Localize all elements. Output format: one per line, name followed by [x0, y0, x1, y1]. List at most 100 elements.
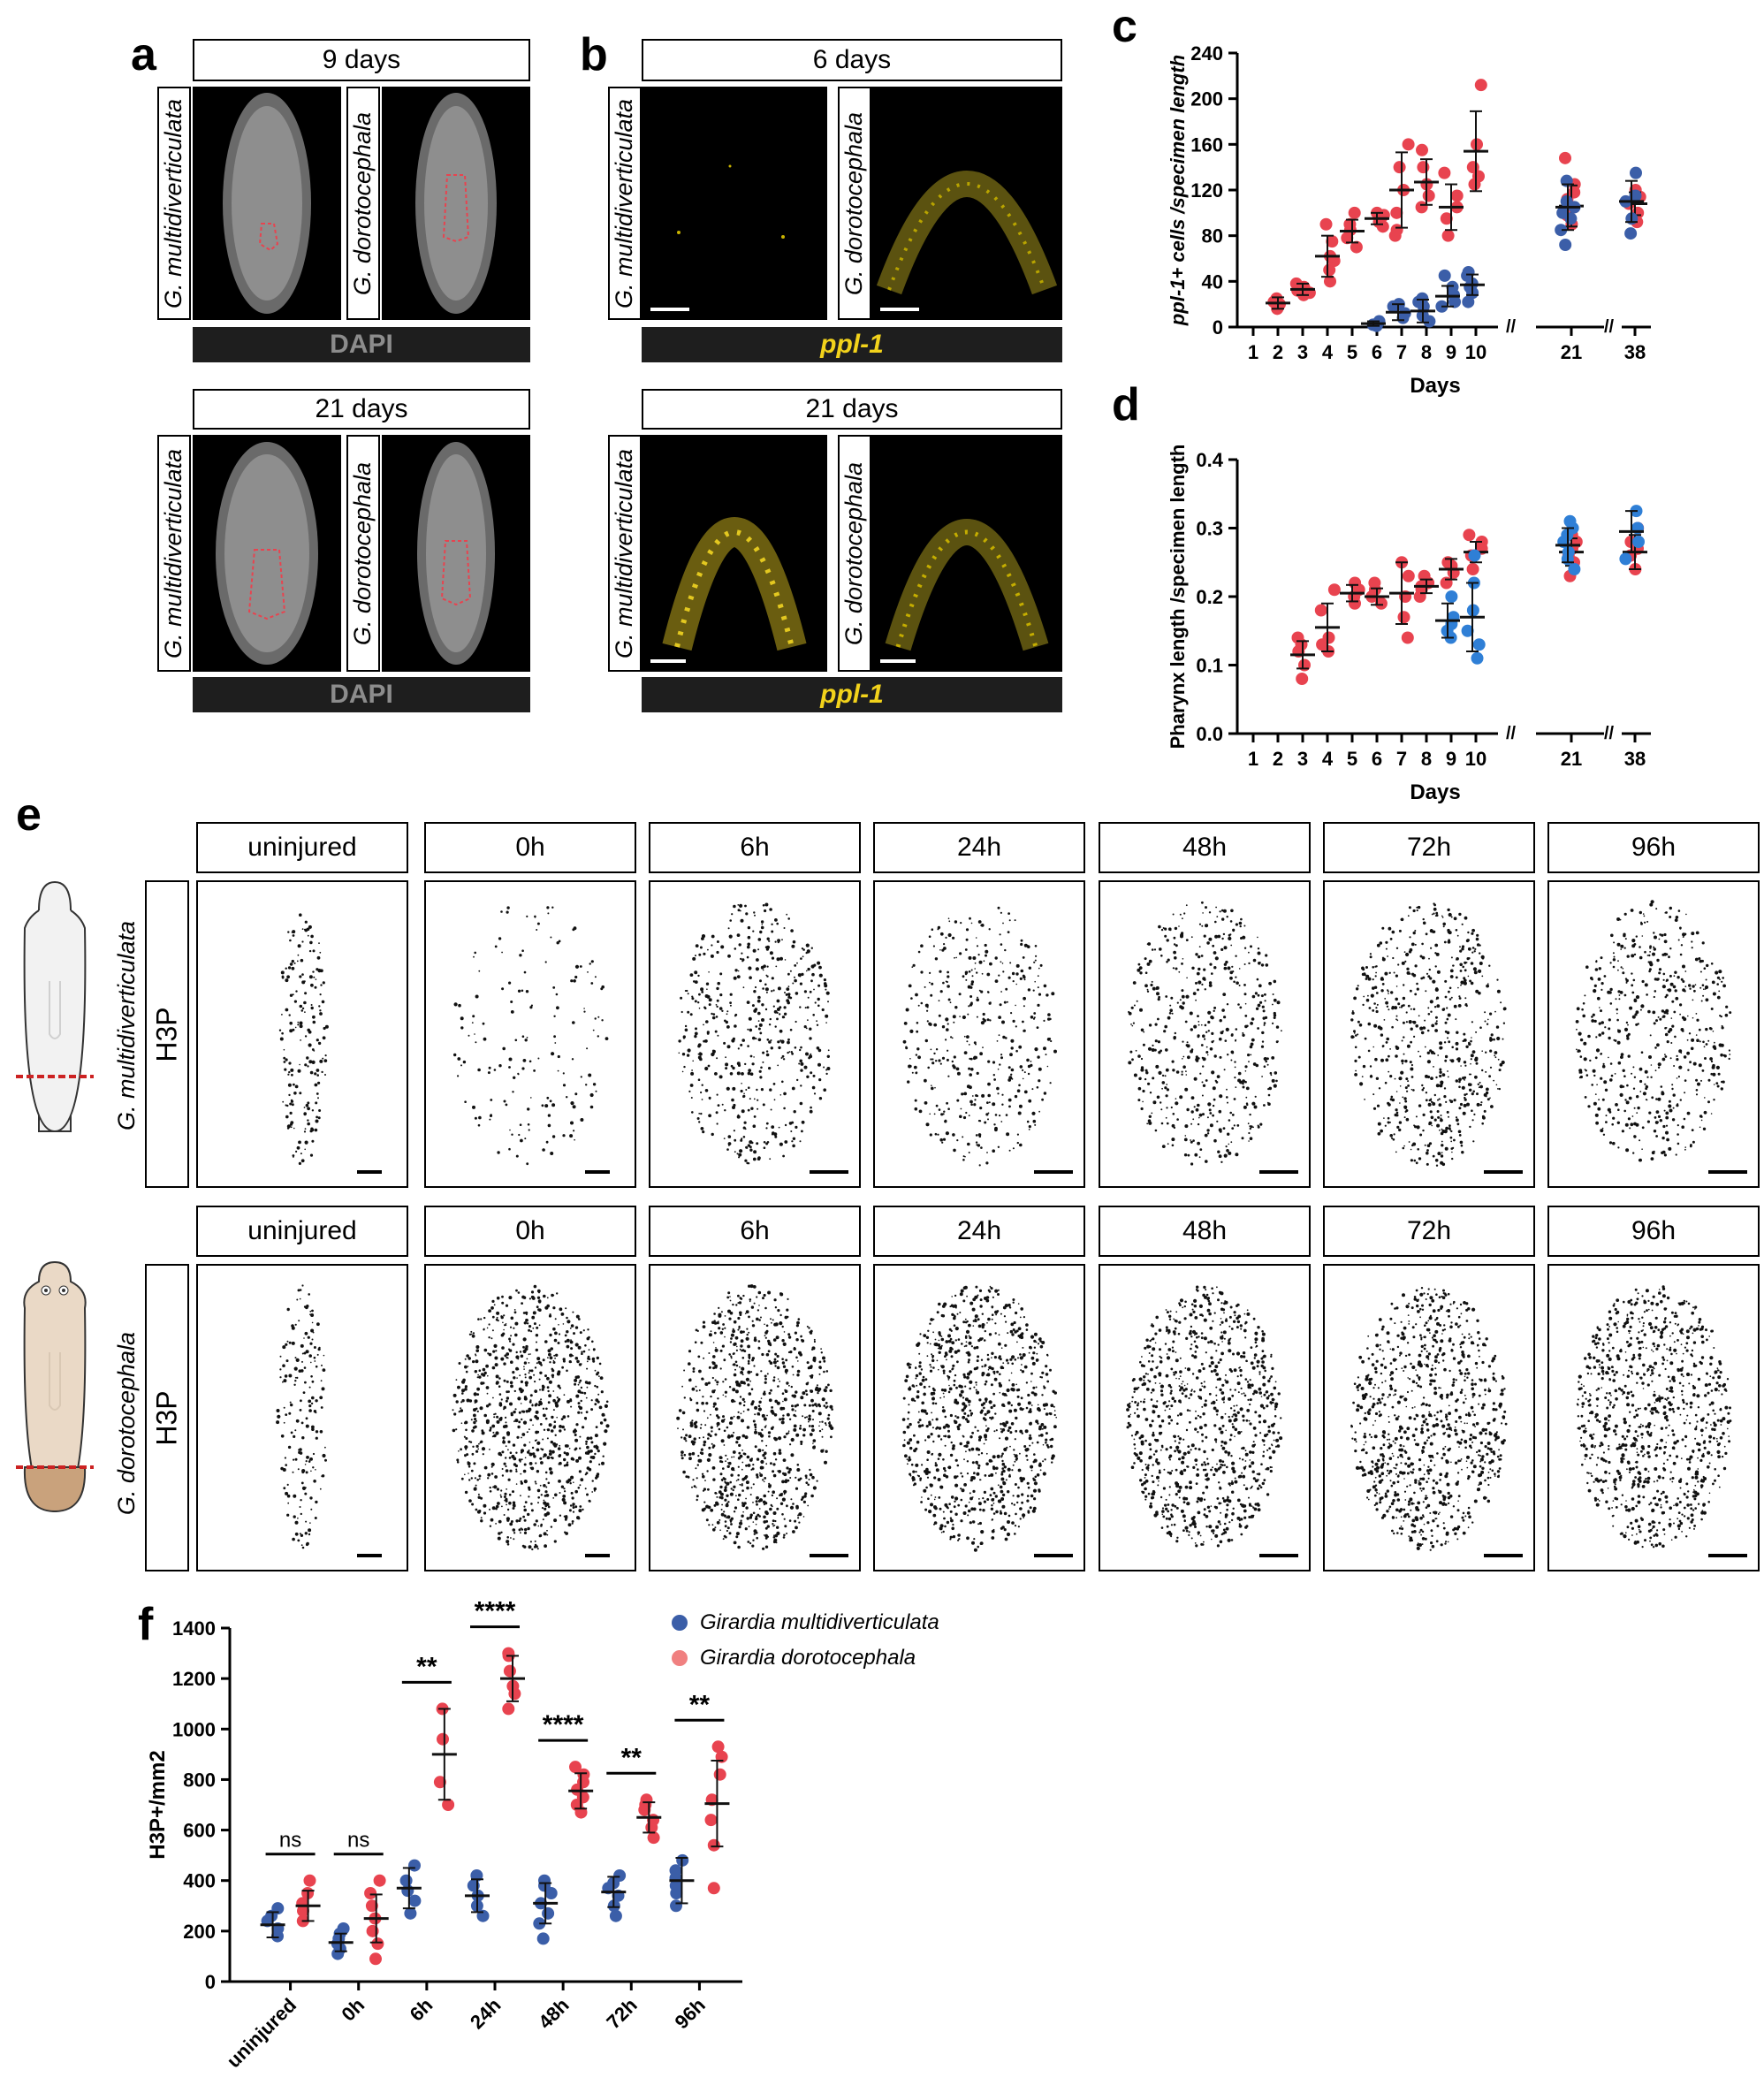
- y-tick-label: 1000: [172, 1718, 216, 1740]
- panel-e-row2-stain: H3P: [145, 1264, 189, 1571]
- x-tick-label: 24h: [466, 1994, 505, 2033]
- y-tick-label: 40: [1202, 270, 1223, 293]
- panel-e-timepoint-label: uninjured: [196, 822, 408, 873]
- y-tick-label: 0.1: [1196, 655, 1223, 677]
- legend-f: Girardia multidiverticulata Girardia dor…: [672, 1605, 939, 1676]
- data-point: [1401, 631, 1414, 644]
- x-tick-label: 1: [1248, 341, 1258, 363]
- data-point: [1390, 206, 1403, 219]
- data-point: [1556, 206, 1570, 219]
- data-point: [1422, 189, 1435, 202]
- y-tick-label: 0.0: [1196, 723, 1223, 745]
- significance-label: ns: [347, 1829, 369, 1853]
- panel-e-timepoint-label: 48h: [1099, 1206, 1311, 1257]
- scale-bar: [1708, 1170, 1747, 1174]
- panel-b-bottom-image-1: [642, 435, 827, 672]
- data-point: [569, 1761, 582, 1774]
- panel-e-h3p-image: [424, 880, 636, 1188]
- panel-a-bottom-time: 21 days: [193, 389, 530, 430]
- data-point: [1468, 549, 1481, 562]
- data-point: [1630, 166, 1642, 179]
- significance-label: **: [621, 1743, 642, 1772]
- panel-a-bottom-species-2: G. dorotocephala: [346, 435, 380, 672]
- y-tick-label: 120: [1190, 179, 1223, 202]
- y-tick-label: 1200: [172, 1668, 216, 1690]
- data-point: [1374, 597, 1388, 610]
- y-tick-label: 400: [183, 1870, 216, 1892]
- panel-e-timepoint-label: 24h: [873, 822, 1085, 873]
- x-tick-label: 3: [1297, 341, 1308, 363]
- legend-item-doro: Girardia dorotocephala: [672, 1640, 939, 1676]
- data-point: [371, 1937, 384, 1951]
- panel-b-bottom-species-2: G. dorotocephala: [838, 435, 871, 672]
- scale-bar: [810, 1170, 848, 1174]
- data-point: [364, 1887, 377, 1899]
- scale-bar: [810, 1554, 848, 1557]
- data-point: [1559, 239, 1572, 251]
- scale-bar: [1259, 1170, 1298, 1174]
- data-point: [1298, 658, 1311, 672]
- x-tick-label: 10: [1465, 748, 1486, 770]
- data-point: [1348, 206, 1361, 219]
- x-tick-label: 5: [1347, 341, 1357, 363]
- panel-e-timepoint-label: 0h: [424, 1206, 636, 1257]
- panel-e-h3p-image: [649, 880, 861, 1188]
- panel-e-h3p-image: [424, 1264, 636, 1571]
- data-point: [369, 1952, 382, 1966]
- panel-e-h3p-image: [1547, 880, 1760, 1188]
- legend-label-multi: Girardia multidiverticulata: [700, 1610, 939, 1634]
- panel-e-species-2-label: G. dorotocephala: [113, 1331, 141, 1515]
- panel-e-h3p-image: [1099, 1264, 1311, 1571]
- chart-d: 0.0 0.1 0.2 0.3 0.4 // // 1 2 3 4 5 6 7 8 9 10 21 38 Days Ph…: [1167, 445, 1651, 804]
- significance-label: **: [689, 1690, 711, 1719]
- data-point: [365, 1899, 378, 1913]
- x-axis-label: Days: [1410, 780, 1460, 804]
- panel-a-top-species-1: G. multidiverticulata: [157, 87, 191, 320]
- x-tick-label: 21: [1561, 341, 1582, 363]
- panel-e-h3p-image: [1323, 880, 1535, 1188]
- y-axis-label: H3P+/mm2: [146, 1750, 170, 1859]
- data-point: [536, 1932, 550, 1945]
- legend-item-multi: Girardia multidiverticulata: [672, 1605, 939, 1640]
- x-tick-label: 6h: [406, 1994, 437, 2026]
- chart-f: 0 200 400 600 800 1000 1200 1400 H3P+/mm2 uninjur…: [146, 1597, 742, 2072]
- x-tick-label: 7: [1396, 341, 1407, 363]
- data-point: [1322, 631, 1335, 644]
- x-tick-label: 38: [1624, 341, 1646, 363]
- data-point: [1402, 138, 1415, 151]
- panel-letter-c: c: [1112, 1, 1137, 52]
- worm-schematic-multidiverticulata: [16, 880, 94, 1133]
- scale-bar: [1034, 1170, 1073, 1174]
- data-point: [502, 1702, 515, 1716]
- data-point: [1438, 166, 1451, 179]
- panel-b-bottom-image-2: [871, 435, 1062, 672]
- data-point: [1466, 161, 1479, 174]
- data-point: [1368, 576, 1381, 590]
- data-point: [1324, 275, 1336, 288]
- data-point: [1418, 569, 1431, 582]
- y-tick-label: 800: [183, 1769, 216, 1791]
- x-tick-label: 9: [1446, 341, 1456, 363]
- x-tick-label: 4: [1322, 748, 1334, 770]
- panel-a-bottom-species-1: G. multidiverticulata: [157, 435, 191, 672]
- data-point: [713, 1768, 726, 1781]
- panel-a-bottom-stain: DAPI: [193, 677, 530, 712]
- panel-b-top-species-1: G. multidiverticulata: [608, 87, 642, 320]
- data-point: [1417, 161, 1430, 174]
- data-point: [373, 1874, 386, 1887]
- data-point: [1463, 529, 1476, 542]
- panel-e-timepoint-label: 96h: [1547, 1206, 1760, 1257]
- panel-e-h3p-image: [196, 880, 408, 1188]
- panel-b-bottom-stain: ppl-1: [642, 677, 1062, 712]
- x-tick-label: 72h: [602, 1994, 641, 2033]
- panel-a-top-time: 9 days: [193, 39, 530, 81]
- x-tick-label: 38: [1624, 748, 1646, 770]
- y-tick-label: 0.2: [1196, 586, 1223, 608]
- data-point: [1441, 229, 1455, 242]
- x-tick-label: 6: [1372, 341, 1382, 363]
- data-point: [1474, 79, 1487, 92]
- data-point: [1416, 292, 1429, 305]
- x-tick-label: 9: [1446, 748, 1456, 770]
- legend-swatch-multi: [672, 1615, 688, 1631]
- panel-letter-e: e: [16, 789, 42, 841]
